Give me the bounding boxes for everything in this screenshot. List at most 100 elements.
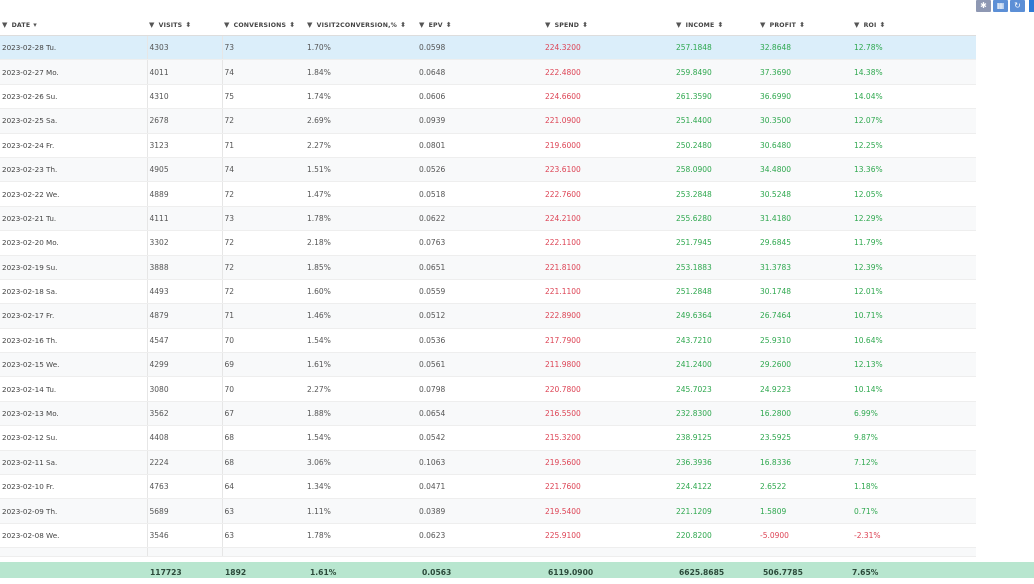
column-header-epv[interactable]: ▼ EPV ⬍ bbox=[417, 14, 543, 36]
cell-income: 261.3590 bbox=[674, 84, 758, 110]
cell-conversions: 74 bbox=[222, 59, 305, 85]
filter-icon[interactable]: ▼ bbox=[854, 20, 860, 29]
filter-icon[interactable]: ▼ bbox=[545, 20, 551, 29]
cell-roi: 12.07% bbox=[852, 108, 976, 134]
cell-spend: 216.5500 bbox=[543, 401, 674, 427]
cell-roi: 12.39% bbox=[852, 255, 976, 280]
sort-icon[interactable]: ⬍ bbox=[289, 20, 296, 29]
table-row[interactable]: 2023-02-26 Su. 4310 75 1.74% 0.0606 224.6600 2… bbox=[0, 84, 976, 110]
table-row[interactable]: 2023-02-09 Th. 5689 63 1.11% 0.0389 219.5400 2… bbox=[0, 498, 976, 524]
filter-icon[interactable]: ▼ bbox=[676, 20, 682, 29]
table-row[interactable]: 2023-02-22 We. 4889 72 1.47% 0.0518 222.7600 2… bbox=[0, 181, 976, 207]
column-header-profit[interactable]: ▼ PROFIT ⬍ bbox=[758, 14, 852, 36]
table-row[interactable]: 2023-02-15 We. 4299 69 1.61% 0.0561 211.9800 2… bbox=[0, 352, 976, 378]
cell-epv: 0.0651 bbox=[417, 255, 543, 280]
cell-income: 232.8300 bbox=[674, 401, 758, 427]
pin-icon[interactable]: ✱ bbox=[976, 0, 991, 12]
column-header-spend[interactable]: ▼ SPEND ⬍ bbox=[543, 14, 674, 36]
cell-roi: 14.38% bbox=[852, 59, 976, 85]
table-row[interactable]: 2023-02-21 Tu. 4111 73 1.78% 0.0622 224.2100 2… bbox=[0, 206, 976, 232]
column-header-income[interactable]: ▼ INCOME ⬍ bbox=[674, 14, 758, 36]
table-row[interactable]: 2023-02-23 Th. 4905 74 1.51% 0.0526 223.6100 2… bbox=[0, 157, 976, 183]
cell-visit2conversion: 1.61% bbox=[305, 352, 417, 378]
table-row[interactable]: 2023-02-25 Sa. 2678 72 2.69% 0.0939 221.0900 2… bbox=[0, 108, 976, 134]
table-row[interactable]: 2023-02-16 Th. 4547 70 1.54% 0.0536 217.7900 2… bbox=[0, 328, 976, 354]
side-panel-edge[interactable] bbox=[1029, 0, 1034, 12]
cell-roi: 7.12% bbox=[852, 450, 976, 476]
cell-date: 2023-02-28 Tu. bbox=[0, 35, 148, 61]
cell-profit: 30.3500 bbox=[758, 108, 852, 134]
cell-visits: 4303 bbox=[147, 35, 223, 61]
sort-icon[interactable]: ⬍ bbox=[582, 20, 589, 29]
table-row[interactable]: 2023-02-12 Su. 4408 68 1.54% 0.0542 215.3200 2… bbox=[0, 425, 976, 451]
column-header-visit2conversion[interactable]: ▼ VISIT2CONVERSION,% ⬍ bbox=[305, 14, 417, 36]
filter-icon[interactable]: ▼ bbox=[419, 20, 425, 29]
refresh-icon[interactable]: ↻ bbox=[1010, 0, 1025, 12]
total-roi: 7.65% bbox=[852, 568, 879, 577]
sort-icon[interactable]: ⬍ bbox=[717, 20, 724, 29]
table-row[interactable]: 2023-02-24 Fr. 3123 71 2.27% 0.0801 219.6000 2… bbox=[0, 133, 976, 158]
column-label: CONVERSIONS bbox=[233, 21, 287, 29]
cell-income: 250.2480 bbox=[674, 133, 758, 158]
cell-roi: 10.64% bbox=[852, 328, 976, 354]
total-visits: 117723 bbox=[150, 568, 182, 577]
table-row[interactable]: 2023-02-14 Tu. 3080 70 2.27% 0.0798 220.7800 2… bbox=[0, 376, 976, 402]
table-row[interactable]: 2023-02-19 Su. 3888 72 1.85% 0.0651 221.8100 2… bbox=[0, 255, 976, 280]
cell-epv: 0.0939 bbox=[417, 108, 543, 134]
filter-icon[interactable]: ▼ bbox=[760, 20, 766, 29]
cell-epv: 0.0518 bbox=[417, 181, 543, 207]
calendar-icon[interactable]: ▦ bbox=[993, 0, 1008, 12]
table-row[interactable]: 2023-02-20 Mo. 3302 72 2.18% 0.0763 222.1100 2… bbox=[0, 230, 976, 256]
table-row[interactable]: 2023-02-10 Fr. 4763 64 1.34% 0.0471 221.7600 2… bbox=[0, 474, 976, 500]
cell-income: 251.7945 bbox=[674, 230, 758, 256]
column-header-visits[interactable]: ▼ VISITS ⬍ bbox=[147, 14, 222, 36]
cell-epv: 0.0561 bbox=[417, 352, 543, 378]
cell-spend: 217.7900 bbox=[543, 328, 674, 354]
cell-roi: 12.13% bbox=[852, 352, 976, 378]
cell-visits: 4011 bbox=[147, 59, 223, 85]
cell-spend: 219.6000 bbox=[543, 133, 674, 158]
sort-icon[interactable]: ⬍ bbox=[185, 20, 192, 29]
cell-date: 2023-02-09 Th. bbox=[0, 498, 148, 524]
table-row[interactable]: 2023-02-13 Mo. 3562 67 1.88% 0.0654 216.5500 2… bbox=[0, 401, 976, 427]
cell-profit: 30.6480 bbox=[758, 133, 852, 158]
column-header-date[interactable]: ▼ DATE ▾ bbox=[0, 14, 147, 36]
column-header-conversions[interactable]: ▼ CONVERSIONS ⬍ bbox=[222, 14, 305, 36]
cell-date: 2023-02-23 Th. bbox=[0, 157, 148, 183]
top-toolbar: ✱ ▦ ↻ bbox=[0, 0, 1034, 14]
cell-income: 238.9125 bbox=[674, 425, 758, 451]
table-row[interactable]: 2023-02-27 Mo. 4011 74 1.84% 0.0648 222.4800 2… bbox=[0, 59, 976, 85]
sort-icon[interactable]: ▾ bbox=[33, 20, 38, 29]
table-row[interactable]: 2023-02-18 Sa. 4493 72 1.60% 0.0559 221.1100 2… bbox=[0, 279, 976, 305]
column-label: VISITS bbox=[158, 21, 183, 29]
column-label: VISIT2CONVERSION,% bbox=[316, 21, 398, 29]
cell-visit2conversion: 1.78% bbox=[305, 523, 417, 549]
table-body: 2023-02-28 Tu. 4303 73 1.70% 0.0598 224.3200 2… bbox=[0, 35, 976, 573]
cell-roi: 12.25% bbox=[852, 133, 976, 158]
column-header-roi[interactable]: ▼ ROI ⬍ bbox=[852, 14, 976, 36]
column-label: EPV bbox=[428, 21, 443, 29]
sort-icon[interactable]: ⬍ bbox=[799, 20, 806, 29]
cell-date: 2023-02-11 Sa. bbox=[0, 450, 148, 476]
filter-icon[interactable]: ▼ bbox=[2, 20, 8, 29]
column-label: PROFIT bbox=[769, 21, 797, 29]
sort-icon[interactable]: ⬍ bbox=[879, 20, 886, 29]
filter-icon[interactable]: ▼ bbox=[307, 20, 313, 29]
cell-spend: 215.3200 bbox=[543, 425, 674, 451]
table-row[interactable]: 2023-02-28 Tu. 4303 73 1.70% 0.0598 224.3200 2… bbox=[0, 35, 976, 61]
cell-epv: 0.0801 bbox=[417, 133, 543, 158]
table-row[interactable]: 2023-02-11 Sa. 2224 68 3.06% 0.1063 219.5600 2… bbox=[0, 450, 976, 476]
cell-visit2conversion: 2.69% bbox=[305, 108, 417, 134]
filter-icon[interactable]: ▼ bbox=[149, 20, 155, 29]
cell-conversions: 70 bbox=[222, 376, 305, 402]
column-label: INCOME bbox=[685, 21, 715, 29]
cell-roi: 14.04% bbox=[852, 84, 976, 110]
sort-icon[interactable]: ⬍ bbox=[400, 20, 407, 29]
table-row[interactable]: 2023-02-17 Fr. 4879 71 1.46% 0.0512 222.8900 2… bbox=[0, 303, 976, 329]
sort-icon[interactable]: ⬍ bbox=[445, 20, 452, 29]
cell-roi: 12.05% bbox=[852, 181, 976, 207]
filter-icon[interactable]: ▼ bbox=[224, 20, 230, 29]
table-row[interactable]: 2023-02-08 We. 3546 63 1.78% 0.0623 225.9100 2… bbox=[0, 523, 976, 549]
cell-epv: 0.0622 bbox=[417, 206, 543, 232]
cell-profit: 34.4800 bbox=[758, 157, 852, 183]
